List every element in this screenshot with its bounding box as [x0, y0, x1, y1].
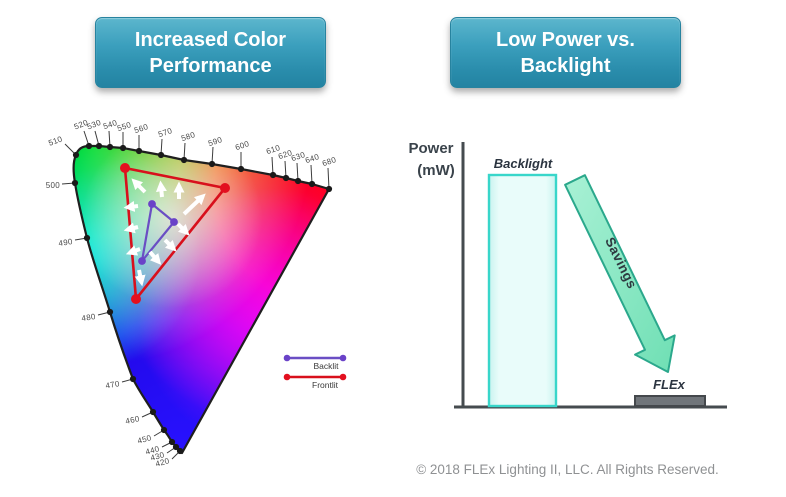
backlight-bar	[487, 173, 558, 408]
wavelength-tick: 500	[46, 179, 79, 190]
svg-text:610: 610	[265, 143, 282, 156]
svg-text:440: 440	[144, 444, 160, 456]
wavelength-tick: 630	[290, 150, 307, 185]
svg-text:480: 480	[81, 312, 97, 323]
wavelength-ticks: 420 430 440 450 460 470 480 490 500 510 …	[46, 118, 338, 469]
svg-text:630: 630	[290, 150, 307, 163]
backlight-bar-label: Backlight	[494, 156, 553, 171]
frontlit-gamut-triangle	[120, 163, 230, 304]
left-header-box: Increased Color Performance	[95, 17, 326, 88]
svg-text:510: 510	[47, 134, 64, 147]
cie-legend: Backlit Frontlit	[283, 354, 347, 390]
wavelength-tick: 550	[116, 120, 133, 152]
svg-text:450: 450	[136, 433, 152, 445]
wavelength-tick: 600	[234, 139, 251, 173]
cie-chromaticity-diagram: 420 430 440 450 460 470 480 490 500 510 …	[46, 118, 347, 469]
svg-text:570: 570	[157, 126, 174, 139]
power-bar-chart: Power (mW) Backlight FLEx Savings	[408, 140, 727, 409]
svg-text:470: 470	[105, 379, 121, 390]
wavelength-tick: 430	[149, 443, 180, 463]
legend-entry-frontlit: Frontlit	[283, 373, 347, 390]
svg-text:430: 430	[149, 450, 165, 462]
savings-arrow: Savings	[564, 174, 676, 373]
y-axis-unit-label: (mW)	[417, 162, 455, 179]
backlit-gamut-triangle	[138, 200, 178, 265]
right-header-label: Low Power vs. Backlight	[496, 28, 635, 77]
copyright-footer: © 2018 FLEx Lighting II, LLC. All Rights…	[416, 462, 719, 477]
wavelength-tick: 580	[180, 130, 197, 164]
wavelength-tick: 570	[157, 126, 174, 159]
svg-text:460: 460	[125, 414, 141, 426]
wavelength-tick: 510	[47, 134, 80, 159]
wavelength-tick: 480	[81, 308, 114, 323]
wavelength-tick: 640	[304, 152, 321, 188]
svg-text:Backlit: Backlit	[313, 361, 339, 371]
svg-text:680: 680	[321, 155, 338, 168]
flex-bar-label: FLEx	[653, 377, 686, 392]
svg-text:640: 640	[304, 152, 321, 165]
y-axis-label: Power	[408, 140, 453, 157]
svg-text:Frontlit: Frontlit	[312, 380, 339, 390]
wavelength-tick: 490	[58, 234, 91, 248]
wavelength-tick: 680	[321, 155, 338, 193]
wavelength-tick: 460	[125, 408, 157, 426]
svg-text:500: 500	[46, 181, 60, 190]
wavelength-tick: 450	[136, 426, 168, 446]
wavelength-tick: 590	[207, 135, 224, 168]
wavelength-tick: 610	[265, 143, 282, 179]
wavelength-tick: 560	[133, 122, 150, 155]
svg-text:530: 530	[86, 118, 103, 132]
flex-bar	[634, 395, 706, 407]
svg-text:590: 590	[207, 135, 224, 148]
svg-text:420: 420	[154, 456, 170, 468]
wavelength-tick: 440	[144, 438, 176, 457]
left-header-label: Increased Color Performance	[134, 28, 287, 77]
svg-text:620: 620	[277, 148, 294, 161]
svg-text:600: 600	[234, 139, 251, 152]
wavelength-tick: 420	[154, 447, 184, 469]
svg-text:540: 540	[102, 118, 119, 131]
right-header-box: Low Power vs. Backlight	[450, 17, 681, 88]
wavelength-tick: 620	[277, 148, 294, 182]
gamut-expansion-arrows	[123, 178, 206, 287]
legend-entry-backlit: Backlit	[283, 354, 347, 371]
wavelength-tick: 470	[105, 375, 137, 390]
svg-text:580: 580	[180, 130, 197, 143]
svg-text:490: 490	[58, 237, 74, 248]
svg-text:550: 550	[116, 120, 133, 133]
wavelength-tick: 540	[102, 118, 119, 151]
svg-text:560: 560	[133, 122, 150, 135]
